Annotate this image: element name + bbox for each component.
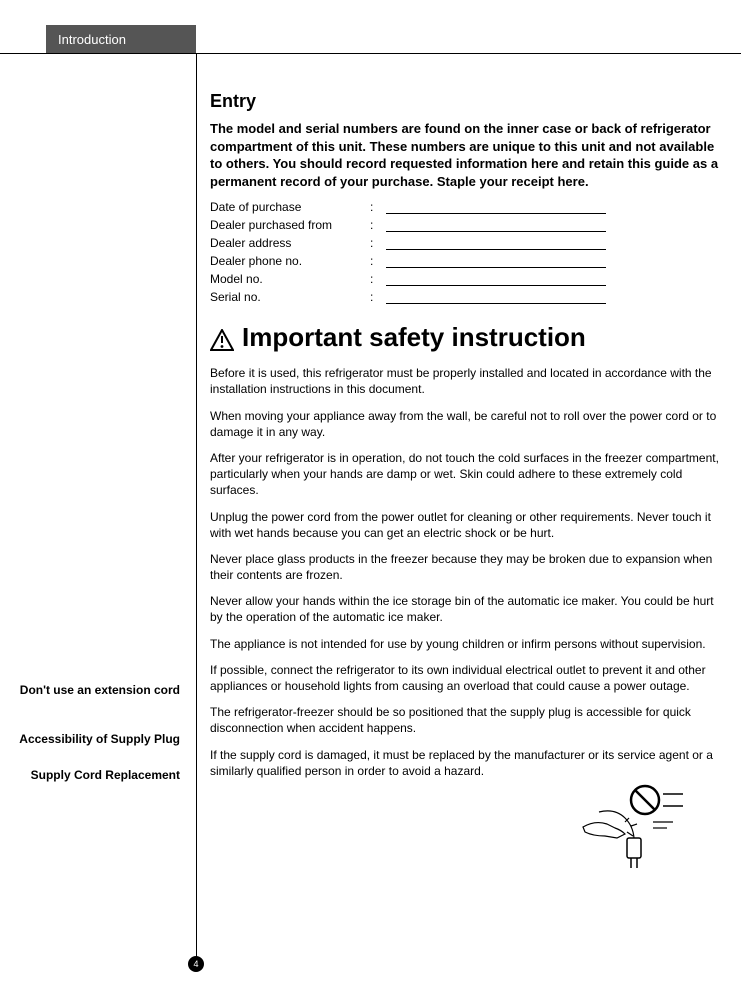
safety-para-10: If the supply cord is damaged, it must b…: [210, 747, 720, 779]
field-label-model: Model no.: [210, 272, 370, 286]
safety-para-5: Never place glass products in the freeze…: [210, 551, 720, 583]
field-colon: :: [370, 236, 380, 250]
field-line-model: [386, 272, 606, 286]
entry-intro: The model and serial numbers are found o…: [210, 120, 720, 190]
field-line-date: [386, 200, 606, 214]
field-colon: :: [370, 272, 380, 286]
safety-para-2: When moving your appliance away from the…: [210, 408, 720, 440]
entry-title: Entry: [210, 91, 720, 112]
page-number-badge: 4: [188, 956, 204, 972]
safety-para-1: Before it is used, this refrigerator mus…: [210, 365, 720, 397]
field-line-serial: [386, 290, 606, 304]
field-colon: :: [370, 290, 380, 304]
page-number: 4: [193, 959, 198, 969]
safety-para-9: The refrigerator-freezer should be so po…: [210, 704, 720, 736]
safety-heading-text: Important safety instruction: [242, 322, 586, 353]
field-label-serial: Serial no.: [210, 290, 370, 304]
field-label-address: Dealer address: [210, 236, 370, 250]
safety-heading: Important safety instruction: [210, 322, 720, 353]
main-content: Entry The model and serial numbers are f…: [210, 75, 720, 789]
vertical-rule: [196, 53, 197, 965]
warning-triangle-icon: [210, 327, 234, 349]
no-touch-plug-illustration: [555, 782, 685, 877]
entry-form-grid: Date of purchase : Dealer purchased from…: [210, 200, 720, 304]
safety-para-6: Never allow your hands within the ice st…: [210, 593, 720, 625]
safety-para-3: After your refrigerator is in operation,…: [210, 450, 720, 499]
safety-para-7: The appliance is not intended for use by…: [210, 636, 720, 652]
safety-para-4: Unplug the power cord from the power out…: [210, 509, 720, 541]
field-line-dealer: [386, 218, 606, 232]
field-label-dealer: Dealer purchased from: [210, 218, 370, 232]
field-line-address: [386, 236, 606, 250]
safety-para-8: If possible, connect the refrigerator to…: [210, 662, 720, 694]
sidebar-label-cord-replacement: Supply Cord Replacement: [0, 768, 186, 783]
field-line-phone: [386, 254, 606, 268]
field-label-phone: Dealer phone no.: [210, 254, 370, 268]
field-label-date: Date of purchase: [210, 200, 370, 214]
top-horizontal-rule: [0, 53, 741, 54]
header-tab: Introduction: [46, 25, 196, 53]
header-tab-label: Introduction: [58, 32, 126, 47]
field-colon: :: [370, 200, 380, 214]
sidebar-label-supply-plug: Accessibility of Supply Plug: [0, 732, 186, 747]
field-colon: :: [370, 218, 380, 232]
field-colon: :: [370, 254, 380, 268]
sidebar-label-extension-cord: Don't use an extension cord: [0, 683, 186, 698]
